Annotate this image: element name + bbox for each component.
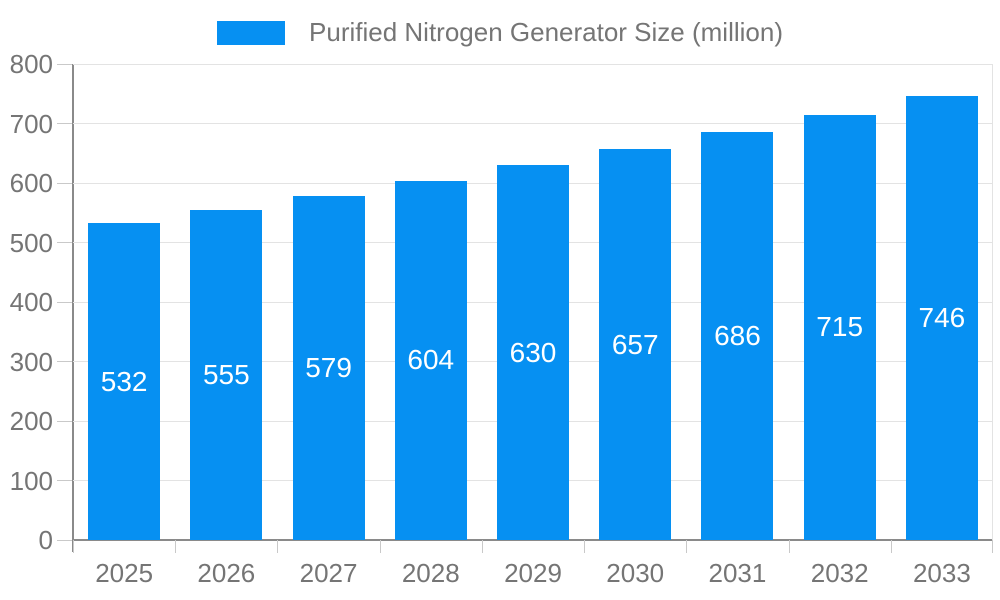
x-tick: [789, 540, 790, 553]
y-tick: [57, 63, 72, 65]
x-tick: [175, 540, 176, 553]
y-tick-label: 500: [9, 227, 53, 258]
gridline: [73, 123, 993, 124]
y-tick-label: 0: [38, 525, 53, 555]
gridline: [73, 63, 993, 65]
legend-label: Purified Nitrogen Generator Size (millio…: [309, 17, 783, 47]
bar-value-label: 579: [305, 351, 352, 383]
bar-value-label: 686: [714, 319, 761, 351]
x-axis-line: [72, 539, 993, 541]
y-tick: [57, 361, 72, 362]
x-tick-label: 2026: [197, 558, 256, 588]
y-axis-line: [72, 64, 74, 552]
y-tick: [57, 301, 72, 303]
x-tick-label: 2032: [810, 558, 869, 588]
bar-value-label: 657: [611, 328, 659, 360]
bar: 686: [701, 131, 774, 540]
x-tick: [277, 540, 278, 553]
x-tick: [380, 540, 381, 553]
chart-legend: Purified Nitrogen Generator Size (millio…: [0, 17, 1000, 48]
y-tick-label: 700: [9, 108, 53, 139]
plot-area: 0 100 200 300 400 500 600 700 800 532 2025 555 2026 5…: [10, 50, 993, 587]
bar-value-label: 746: [918, 302, 966, 334]
y-tick: [57, 539, 72, 541]
x-tick-label: 2025: [95, 558, 154, 588]
bar: 555: [190, 209, 263, 540]
y-tick-label: 600: [9, 168, 53, 198]
x-tick-label: 2033: [912, 558, 971, 588]
bar-value-label: 630: [509, 336, 557, 368]
y-tick: [57, 242, 72, 243]
bar-value-label: 532: [100, 365, 148, 397]
bar: 630: [497, 165, 569, 540]
bar-value-label: 555: [202, 358, 250, 390]
x-tick: [482, 540, 483, 553]
y-tick: [57, 123, 72, 124]
y-tick: [57, 480, 72, 481]
x-tick-label: 2029: [504, 558, 562, 588]
bar: 715: [803, 114, 876, 540]
x-tick: [992, 540, 993, 553]
x-tick: [891, 540, 892, 553]
x-tick: [584, 540, 585, 553]
y-tick: [57, 420, 72, 422]
y-tick-label: 200: [9, 406, 53, 436]
x-tick: [73, 540, 74, 553]
y-tick-label: 100: [9, 465, 53, 496]
x-tick-label: 2028: [401, 558, 460, 588]
bar: 746: [905, 96, 978, 540]
bar: 604: [394, 180, 467, 540]
y-tick-label: 800: [9, 49, 53, 79]
bar-value-label: 604: [407, 344, 455, 376]
x-tick-label: 2030: [606, 558, 665, 588]
legend-swatch-icon: [217, 20, 286, 45]
y-tick: [57, 182, 72, 184]
y-tick-label: 300: [9, 346, 53, 377]
bar: 657: [599, 149, 672, 540]
x-tick: [686, 540, 687, 553]
x-tick-label: 2027: [299, 558, 358, 588]
y-tick-label: 400: [9, 287, 53, 317]
bar: 532: [88, 223, 161, 540]
bar: 579: [292, 195, 365, 540]
x-tick-label: 2031: [708, 558, 767, 588]
bar-value-label: 715: [816, 311, 864, 343]
